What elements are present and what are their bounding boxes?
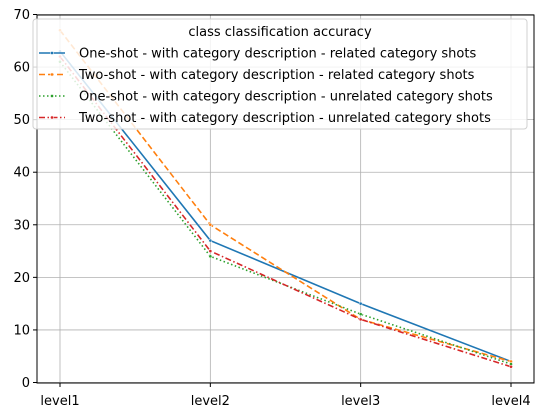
- legend-label: One-shot - with category description - u…: [79, 90, 493, 105]
- data-point: [208, 238, 213, 243]
- y-tick-label: 70: [13, 8, 30, 23]
- data-point: [358, 301, 363, 306]
- y-tick-label: 30: [13, 218, 30, 233]
- legend-marker: [50, 94, 54, 98]
- x-tick-label: level2: [191, 394, 230, 409]
- legend-label: Two-shot - with category description - r…: [78, 68, 475, 83]
- series-line: [59, 56, 512, 368]
- data-point: [358, 312, 363, 317]
- y-tick-label: 50: [13, 113, 30, 128]
- y-tick-label: 40: [13, 166, 30, 181]
- data-point: [208, 254, 213, 259]
- data-point: [208, 222, 213, 227]
- axes: 0 10 20 30 40 50 60 70 level1 level2 level3 level4: [13, 8, 535, 409]
- y-tick-label: 0: [22, 376, 30, 391]
- data-point: [358, 317, 363, 322]
- legend-marker: [50, 115, 54, 120]
- data-point: [509, 364, 513, 369]
- x-tick-label: level1: [40, 394, 79, 409]
- legend-box: [32, 18, 528, 130]
- data-point: [208, 249, 213, 253]
- legend-marker: [50, 51, 54, 55]
- y-tick-label: 20: [13, 271, 30, 286]
- legend: class classification accuracy One-shot - …: [32, 18, 528, 130]
- plot-frame: [36, 14, 535, 384]
- legend-title: class classification accuracy: [188, 25, 372, 40]
- x-tick-label: level3: [341, 394, 380, 409]
- legend-marker: [50, 72, 54, 77]
- x-tick-label: level4: [491, 394, 530, 409]
- legend-label: Two-shot - with category description - u…: [78, 111, 491, 126]
- y-tick-label: 60: [13, 61, 30, 76]
- legend-label: One-shot - with category description - r…: [79, 47, 476, 62]
- y-tick-label: 10: [13, 323, 30, 338]
